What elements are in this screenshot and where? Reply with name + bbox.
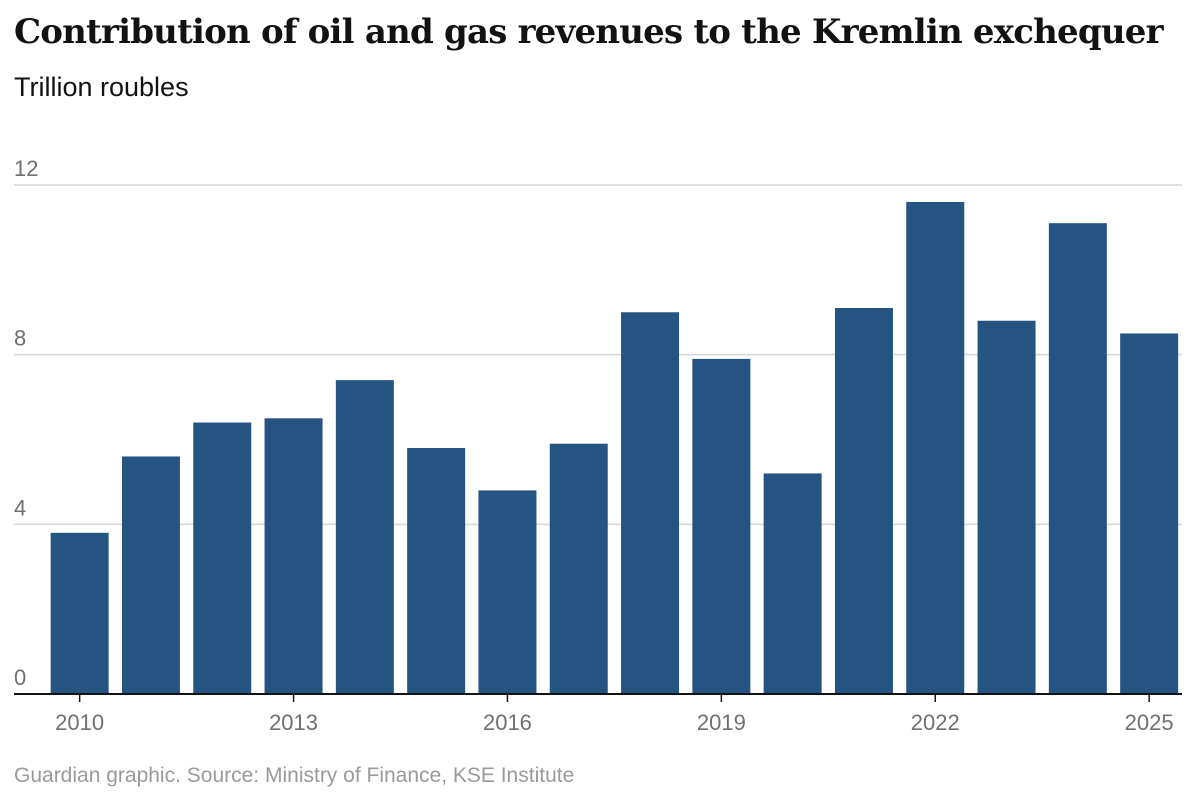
bar-2024: [1048, 223, 1107, 695]
bar-2011: [121, 456, 180, 694]
bar-2019: [692, 358, 751, 694]
x-axis-ticks: 2010 2013 2016 2019 2022 2025: [55, 694, 1174, 735]
x-tick-label-2019: 2019: [697, 710, 746, 735]
x-tick-label-2013: 2013: [269, 710, 318, 735]
bar-2013: [264, 418, 323, 694]
chart-subtitle: Trillion roubles: [14, 72, 189, 102]
bar-2012: [193, 422, 252, 694]
bars: [50, 201, 1179, 695]
x-tick-label-2016: 2016: [483, 710, 532, 735]
bar-chart: 0 4 8 12 2010 2013 2016 2019 2022 2025: [14, 156, 1182, 735]
bar-2016: [478, 490, 537, 694]
y-tick-label-8: 8: [14, 326, 26, 351]
bar-2022: [906, 201, 965, 694]
bar-2020: [763, 473, 822, 694]
bar-2015: [407, 447, 466, 694]
source-note: Guardian graphic. Source: Ministry of Fi…: [14, 764, 575, 787]
bar-2010: [50, 532, 109, 694]
bar-2017: [549, 443, 608, 694]
bar-2018: [621, 312, 680, 694]
bar-2021: [834, 308, 893, 694]
y-tick-label-4: 4: [14, 495, 26, 520]
y-tick-label-12: 12: [14, 156, 38, 181]
y-tick-label-0: 0: [14, 665, 26, 690]
chart-title: Contribution of oil and gas revenues to …: [14, 12, 1164, 52]
x-tick-label-2025: 2025: [1125, 710, 1174, 735]
x-tick-label-2010: 2010: [55, 710, 104, 735]
bar-2014: [335, 380, 394, 694]
x-tick-label-2022: 2022: [911, 710, 960, 735]
bar-2023: [977, 320, 1036, 694]
bar-2025: [1120, 333, 1179, 694]
y-axis-ticks: 0 4 8 12: [14, 156, 38, 690]
